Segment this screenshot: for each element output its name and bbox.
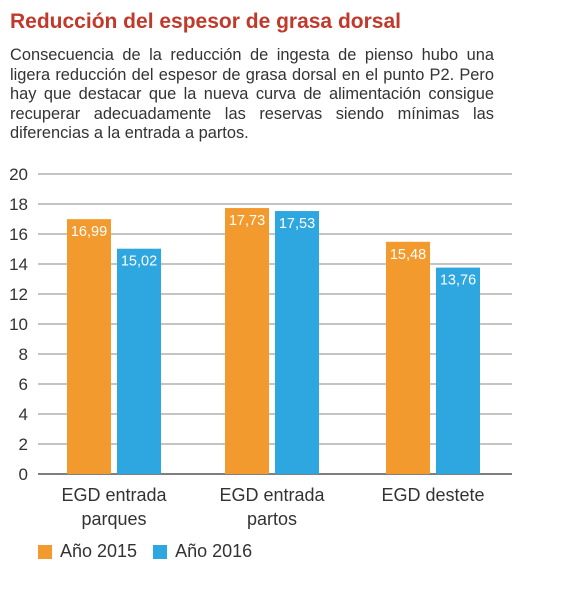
- legend-item-2015: Año 2015: [38, 541, 137, 562]
- legend-label-2015: Año 2015: [60, 541, 138, 561]
- data-label: 16,99: [71, 224, 107, 240]
- legend-label-2016: Año 2016: [175, 541, 253, 561]
- category-label: EGD destete: [381, 485, 484, 505]
- x-axis-categories: EGD entrada parques EGD entrada partos EGD d…: [61, 485, 484, 529]
- data-label: 17,53: [279, 216, 315, 232]
- category-label: EGD entrada: [61, 485, 167, 505]
- y-tick-label: 14: [9, 255, 28, 274]
- bar-2015: [386, 241, 430, 474]
- legend-swatch-2016: [153, 544, 168, 559]
- y-tick-label: 18: [9, 195, 28, 214]
- data-label: 17,73: [229, 213, 265, 229]
- y-tick-label: 12: [9, 285, 28, 304]
- data-label: 15,02: [121, 254, 157, 270]
- y-tick-label: 2: [19, 435, 28, 454]
- data-label: 13,76: [440, 273, 476, 289]
- y-axis-ticks: 0 2 4 6 8 10 12 14 16 18 20: [9, 165, 28, 484]
- category-label: EGD entrada: [219, 485, 325, 505]
- bar-2016: [436, 267, 480, 474]
- bar-2016: [117, 248, 161, 474]
- y-tick-label: 8: [19, 345, 28, 364]
- bar-2016: [275, 211, 319, 475]
- y-tick-label: 16: [9, 225, 28, 244]
- chart-description: Consecuencia de la reducción de ingesta …: [10, 46, 494, 143]
- bars: 16,99 15,02 17,73 17,53 15,48 13,76: [67, 208, 480, 475]
- bar-2015: [225, 208, 269, 475]
- legend: Año 2015 Año 2016: [38, 541, 268, 562]
- bar-2015: [67, 219, 111, 474]
- y-tick-label: 0: [19, 465, 28, 484]
- chart-title: Reducción del espesor de grasa dorsal: [10, 10, 401, 33]
- y-tick-label: 20: [9, 165, 28, 184]
- category-label: parques: [81, 509, 146, 529]
- y-tick-label: 10: [9, 315, 28, 334]
- legend-item-2016: Año 2016: [153, 541, 252, 562]
- category-label: partos: [247, 509, 297, 529]
- data-label: 15,48: [390, 247, 426, 263]
- y-tick-label: 4: [19, 405, 28, 424]
- legend-swatch-2015: [38, 544, 52, 559]
- bar-chart: 0 2 4 6 8 10 12 14 16 18 20 16,99 15,02 17,73 17,53 15…: [9, 165, 512, 529]
- y-tick-label: 6: [19, 375, 28, 394]
